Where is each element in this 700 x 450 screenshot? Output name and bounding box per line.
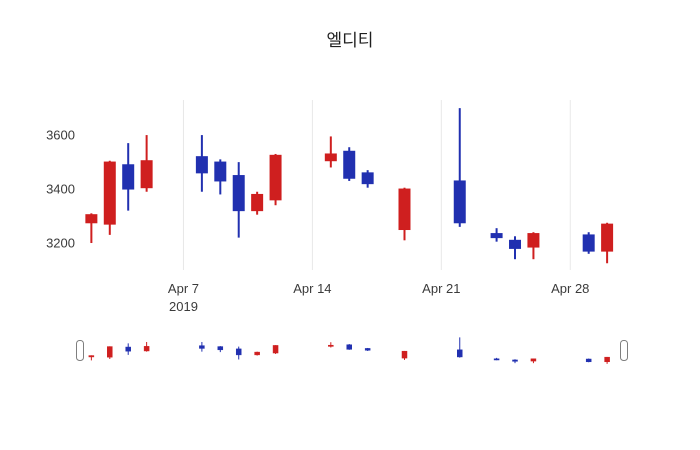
candle-body	[140, 160, 153, 189]
candle-body	[364, 348, 371, 351]
candle-body	[272, 345, 279, 354]
x-tick-year: 2019	[169, 299, 198, 314]
candle-2019-04-26[interactable]	[527, 232, 540, 260]
mini-candle-2019-04-09	[217, 346, 224, 353]
mini-candle-2019-04-05	[143, 341, 150, 352]
candle-body	[490, 233, 503, 239]
candle-2019-04-29[interactable]	[582, 232, 595, 254]
y-tick-label: 3400	[46, 182, 75, 197]
candle-body	[125, 346, 131, 352]
mini-candle-2019-04-02	[88, 355, 95, 361]
candle-body	[195, 156, 208, 174]
mini-candle-2019-04-12	[272, 345, 279, 354]
candle-body	[122, 164, 135, 190]
y-tick-label: 3600	[46, 128, 75, 143]
candle-2019-04-04[interactable]	[122, 143, 135, 211]
candle-2019-04-03[interactable]	[103, 160, 116, 235]
candle-body	[457, 349, 463, 358]
candle-body	[493, 358, 500, 361]
range-slider-handle-right[interactable]	[620, 340, 628, 361]
candle-body	[143, 346, 150, 352]
candle-body	[346, 344, 352, 350]
mini-candle-2019-04-17	[364, 347, 371, 351]
candle-2019-04-08[interactable]	[195, 135, 208, 192]
y-tick-label: 3200	[46, 236, 75, 251]
candle-body	[582, 234, 595, 252]
candle-body	[214, 161, 227, 182]
candle-body	[453, 180, 466, 224]
candle-2019-04-11[interactable]	[251, 191, 264, 215]
candle-body	[530, 358, 537, 362]
x-tick-label: Apr 7	[168, 281, 199, 296]
candle-2019-04-24[interactable]	[490, 228, 503, 242]
candle-2019-04-10[interactable]	[232, 162, 245, 238]
candle-body	[85, 214, 98, 224]
mini-candle-2019-04-16	[346, 344, 352, 350]
candle-2019-04-19[interactable]	[398, 187, 411, 241]
x-tick-label: Apr 28	[551, 281, 589, 296]
candle-body	[269, 154, 282, 201]
mini-candle-2019-04-30	[604, 356, 610, 364]
candle-body	[254, 351, 260, 356]
candle-body	[361, 172, 374, 185]
mini-candle-2019-04-29	[585, 358, 592, 363]
candle-body	[107, 346, 113, 358]
candle-body	[527, 233, 540, 248]
candle-body	[103, 161, 116, 225]
candle-body	[88, 355, 95, 358]
candle-2019-04-02[interactable]	[85, 213, 98, 244]
candle-body	[398, 188, 411, 231]
candle-2019-04-05[interactable]	[140, 135, 153, 192]
mini-candle-2019-04-10	[235, 346, 242, 360]
candle-body	[199, 345, 205, 349]
mini-candle-2019-04-08	[199, 341, 205, 352]
candle-body	[509, 239, 522, 249]
candle-body	[343, 150, 356, 179]
candle-2019-04-09[interactable]	[214, 159, 227, 195]
range-slider-handle-left[interactable]	[76, 340, 84, 361]
mini-candle-2019-04-04	[125, 343, 131, 355]
candle-body	[235, 348, 242, 356]
plot-area[interactable]	[84, 100, 620, 270]
candle-2019-04-30[interactable]	[601, 222, 614, 264]
range-slider[interactable]	[78, 331, 627, 371]
mini-candle-2019-04-22	[457, 337, 463, 358]
candle-2019-04-17[interactable]	[361, 170, 374, 188]
mini-candle-2019-04-03	[107, 346, 113, 360]
candle-body	[232, 175, 245, 212]
candle-body	[585, 358, 592, 363]
candle-body	[251, 193, 264, 212]
candle-2019-04-16[interactable]	[343, 147, 356, 181]
mini-candle-2019-04-15	[328, 342, 334, 348]
candle-2019-04-12[interactable]	[269, 153, 282, 206]
x-tick-label: Apr 21	[422, 281, 460, 296]
candle-2019-04-22[interactable]	[453, 108, 466, 227]
candle-2019-04-15[interactable]	[324, 136, 337, 168]
candle-body	[328, 344, 334, 347]
candle-body	[401, 350, 408, 359]
mini-candle-2019-04-25	[512, 359, 518, 364]
mini-candle-2019-04-11	[254, 351, 260, 356]
candle-body	[217, 346, 224, 351]
x-tick-label: Apr 14	[293, 281, 331, 296]
candle-body	[324, 153, 337, 162]
mini-candle-2019-04-24	[493, 357, 500, 361]
mini-candle-2019-04-19	[401, 350, 408, 360]
candle-2019-04-25[interactable]	[509, 236, 522, 260]
chart-title: 엘디티	[326, 31, 374, 50]
candle-body	[512, 359, 518, 362]
mini-candle-2019-04-26	[530, 358, 537, 364]
candle-body	[604, 356, 610, 363]
candle-body	[601, 223, 614, 252]
